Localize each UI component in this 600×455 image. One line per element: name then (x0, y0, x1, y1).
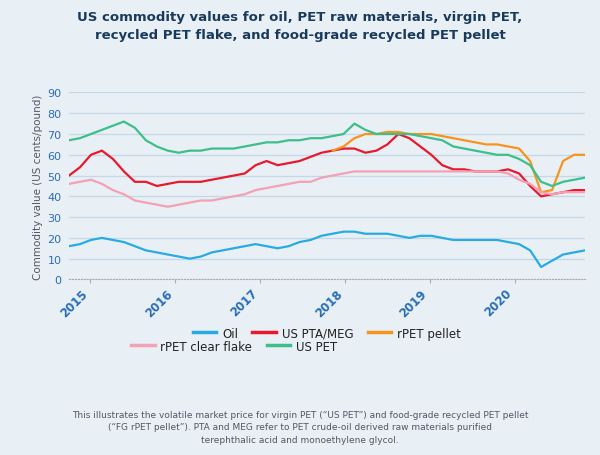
Legend: rPET clear flake, US PET: rPET clear flake, US PET (126, 335, 342, 358)
Text: This illustrates the volatile market price for virgin PET (“US PET”) and food-gr: This illustrates the volatile market pri… (72, 410, 528, 444)
Text: US commodity values for oil, PET raw materials, virgin PET,
recycled PET flake, : US commodity values for oil, PET raw mat… (77, 11, 523, 42)
Y-axis label: Commodity value (US cents/pound): Commodity value (US cents/pound) (33, 94, 43, 279)
